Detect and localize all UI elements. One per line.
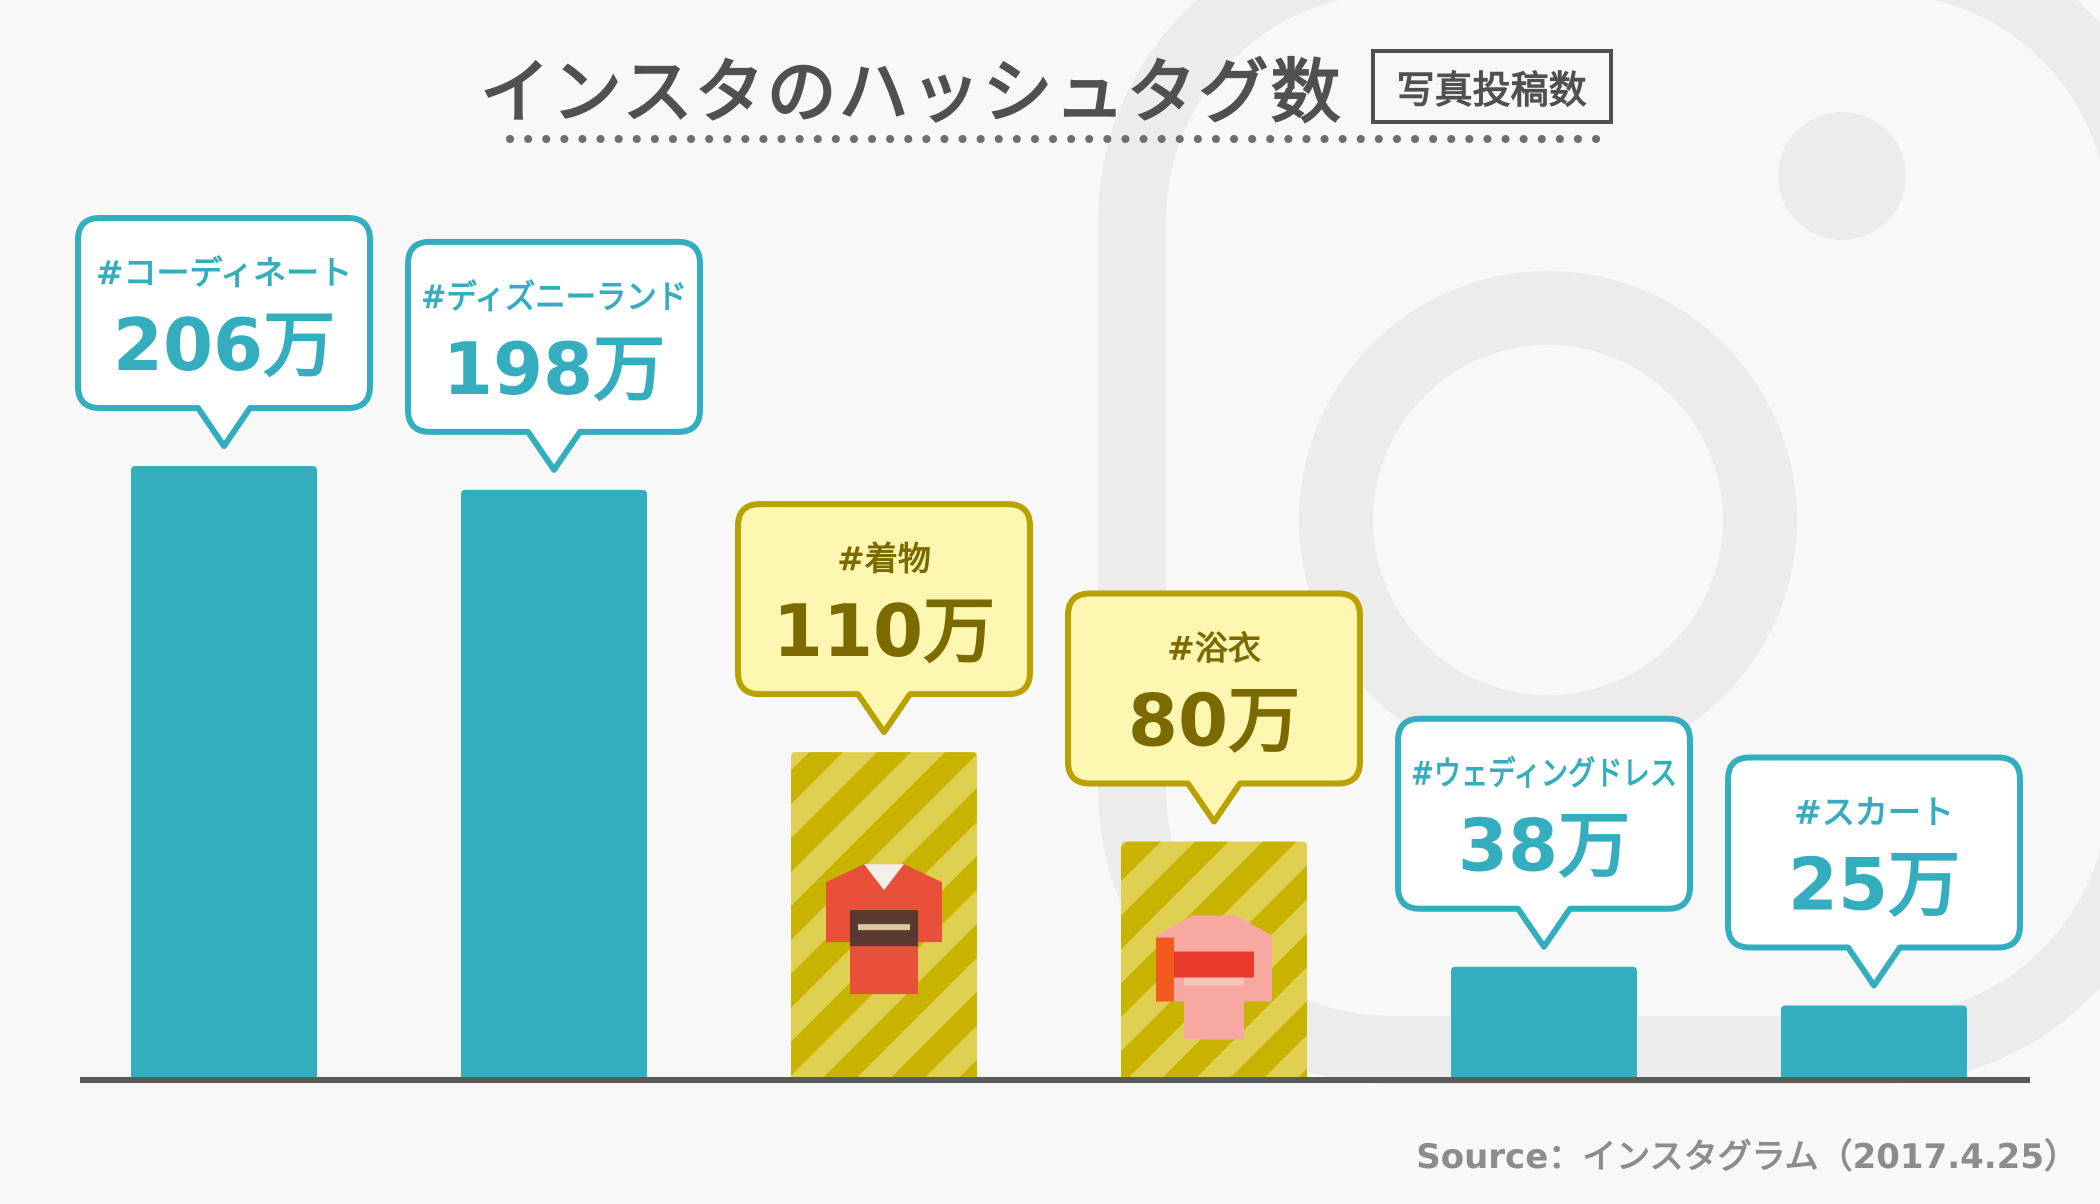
callout-box xyxy=(735,501,1033,736)
value-label: 198万 xyxy=(443,327,665,411)
callout-6: #スカート 25万 xyxy=(1725,754,2023,989)
bar-5 xyxy=(1451,966,1637,1082)
value-label: 110万 xyxy=(773,589,995,673)
callout-1: #コーディネート 206万 xyxy=(75,215,373,449)
category-label: #コーディネート xyxy=(96,253,352,292)
value-label: 206万 xyxy=(113,303,335,387)
bar-6 xyxy=(1781,1005,1967,1082)
callout-box xyxy=(1395,715,1693,950)
bar-1 xyxy=(131,466,317,1082)
callout-4: #浴衣 80万 xyxy=(1065,590,1363,825)
value-label: 80万 xyxy=(1128,679,1300,763)
category-label: #着物 xyxy=(837,539,931,578)
callout-box xyxy=(405,238,703,473)
category-label: #ディズニーランド xyxy=(421,277,687,316)
title-divider xyxy=(506,135,1602,143)
source-note: Source：インスタグラム（2017.4.25） xyxy=(1416,1137,2078,1177)
callout-box xyxy=(1725,754,2023,989)
category-label: #スカート xyxy=(1794,792,1954,831)
category-label: #浴衣 xyxy=(1167,629,1261,668)
value-label: 38万 xyxy=(1458,804,1630,888)
callout-3: #着物 110万 xyxy=(735,501,1033,736)
callout-box xyxy=(75,215,373,449)
callout-box xyxy=(1065,590,1363,825)
value-label: 25万 xyxy=(1788,842,1960,926)
bar-2 xyxy=(461,489,647,1082)
category-label: #ウェディングドレス xyxy=(1411,754,1677,793)
yukata-icon xyxy=(1156,915,1272,1040)
bars-layer xyxy=(131,466,1967,1082)
chart-title: インスタのハッシュタグ数 xyxy=(480,50,1343,133)
callout-5: #ウェディングドレス 38万 xyxy=(1395,715,1693,950)
title-badge: 写真投稿数 xyxy=(1370,48,1613,124)
title-row: インスタのハッシュタグ数 写真投稿数 xyxy=(480,36,1613,136)
callouts-layer: #コーディネート 206万 #ディズニーランド 198万 #着物 110万 #浴衣 80万 #ウ… xyxy=(75,215,2023,989)
kimono-icon xyxy=(826,864,942,995)
callout-2: #ディズニーランド 198万 xyxy=(405,238,703,473)
